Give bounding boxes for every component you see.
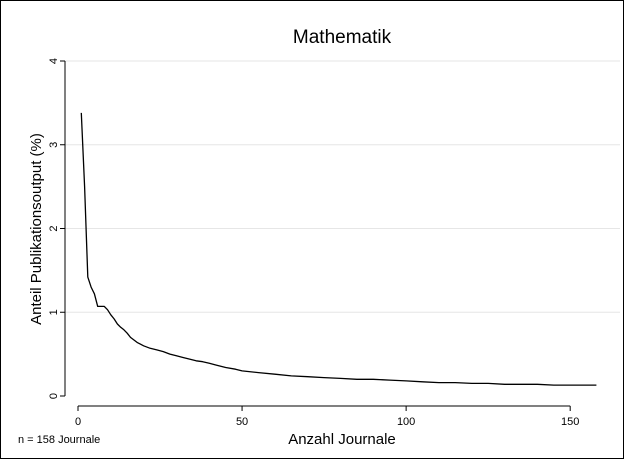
sample-size-note: n = 158 Journale bbox=[18, 434, 100, 446]
y-axis-label: Anteil Publikationsoutput (%) bbox=[28, 133, 45, 325]
y-tick-label: 1 bbox=[48, 309, 60, 315]
y-tick-label: 3 bbox=[48, 142, 60, 148]
series-layer bbox=[80, 112, 597, 386]
x-tick-label: 150 bbox=[561, 416, 579, 428]
y-tick-label: 0 bbox=[48, 393, 60, 399]
x-axis-label: Anzahl Journale bbox=[288, 431, 396, 448]
y-tick-label: 4 bbox=[48, 58, 60, 64]
y-tick-label: 2 bbox=[48, 225, 60, 231]
gridlines bbox=[65, 60, 620, 313]
series-line bbox=[80, 112, 597, 386]
ticks: 0 1 2 3 4 0 50 100 150 bbox=[48, 58, 579, 428]
chart-title: Mathematik bbox=[293, 27, 392, 48]
x-tick-label: 50 bbox=[236, 416, 248, 428]
x-tick-label: 100 bbox=[397, 416, 415, 428]
plot-area bbox=[65, 46, 620, 406]
x-tick-label: 0 bbox=[75, 416, 81, 428]
